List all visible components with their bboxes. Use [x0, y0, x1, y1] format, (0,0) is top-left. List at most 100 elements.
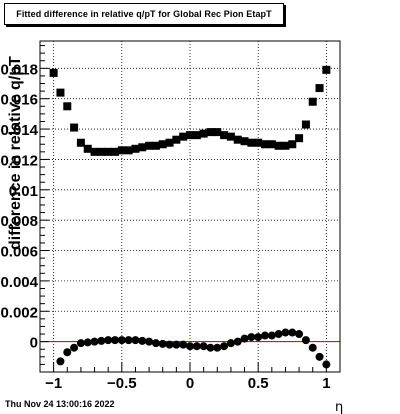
grid-lines — [40, 41, 340, 372]
square-marker — [158, 140, 167, 149]
y-tick-label: 0.01 — [9, 183, 38, 200]
square-marker — [76, 138, 85, 147]
x-tick-label: −1 — [45, 375, 62, 392]
square-marker — [56, 88, 65, 97]
circle-marker — [70, 343, 79, 352]
y-tick-label: 0.002 — [0, 304, 38, 321]
circle-marker — [186, 342, 194, 351]
circle-marker — [97, 336, 106, 345]
circle-marker — [308, 343, 317, 352]
square-marker — [295, 134, 304, 143]
square-marker — [90, 147, 99, 156]
square-marker — [301, 120, 310, 129]
y-tick-label: 0.014 — [0, 122, 38, 139]
square-marker — [83, 144, 92, 153]
circle-marker — [104, 336, 113, 345]
square-marker — [111, 147, 119, 156]
y-tick-label: 0 — [30, 335, 38, 352]
circle-marker — [240, 334, 249, 343]
circle-marker — [254, 333, 263, 342]
circle-marker — [315, 352, 324, 361]
square-marker — [281, 141, 290, 150]
square-marker — [220, 131, 229, 140]
circle-marker — [206, 343, 215, 352]
circle-marker — [90, 337, 99, 346]
square-marker — [213, 128, 222, 137]
x-axis-label: η — [335, 400, 343, 414]
circle-marker — [220, 342, 229, 351]
circle-marker — [261, 331, 269, 340]
y-tick-labels: 0 0.002 0.004 0.006 0.008 0.01 0.012 0.014 0.016… — [0, 61, 38, 351]
square-marker — [240, 137, 249, 146]
circle-marker — [281, 328, 290, 337]
y-tick-label: 0.018 — [0, 61, 38, 78]
circle-marker — [158, 339, 167, 348]
square-marker — [254, 138, 263, 147]
x-tick-label: 1 — [322, 375, 330, 392]
y-tick-label: 0.008 — [0, 213, 38, 230]
circle-marker — [288, 328, 297, 337]
circle-marker — [295, 330, 304, 339]
circle-marker — [233, 337, 242, 346]
axis-ticks — [39, 45, 341, 373]
square-marker — [165, 138, 174, 147]
y-tick-label: 0.004 — [0, 274, 38, 291]
square-marker — [274, 141, 283, 150]
circle-marker — [226, 339, 235, 348]
square-marker — [104, 147, 113, 156]
x-tick-labels: −1 −0.5 0 0.5 1 — [45, 375, 330, 392]
circle-marker — [151, 339, 160, 348]
circle-marker — [267, 331, 276, 340]
y-tick-label: 0.016 — [0, 92, 38, 109]
square-marker — [261, 140, 269, 149]
square-marker — [117, 146, 126, 155]
circle-marker — [83, 338, 92, 347]
y-axis-label: difference in relative q/pT — [7, 56, 24, 250]
square-marker — [288, 140, 297, 149]
square-marker — [124, 146, 133, 155]
square-marker — [138, 143, 147, 152]
square-marker — [97, 147, 106, 156]
y-tick-label: 0.012 — [0, 152, 38, 169]
circle-marker — [199, 342, 208, 351]
square-marker — [63, 102, 72, 111]
x-tick-label: 0 — [186, 375, 194, 392]
square-marker — [315, 84, 324, 93]
circle-marker — [138, 336, 147, 345]
square-marker — [206, 128, 215, 137]
circle-marker — [172, 340, 181, 349]
circle-marker — [56, 357, 65, 366]
title-box: Fitted difference in relative q/pT for G… — [4, 3, 284, 25]
square-marker — [322, 65, 331, 74]
circle-marker — [76, 339, 85, 348]
square-marker — [186, 131, 194, 140]
square-marker — [179, 132, 188, 141]
chart-title: Fitted difference in relative q/pT for G… — [16, 9, 272, 19]
circle-marker — [247, 333, 256, 342]
data-points — [49, 65, 331, 369]
circle-marker — [301, 336, 310, 345]
square-marker — [49, 68, 58, 77]
square-marker — [192, 131, 201, 140]
circle-marker — [192, 342, 201, 351]
circle-marker — [111, 336, 119, 345]
circle-marker — [274, 330, 283, 339]
circle-marker — [179, 340, 188, 349]
x-tick-label: −0.5 — [107, 375, 137, 392]
circle-marker — [131, 336, 140, 345]
square-marker — [70, 123, 79, 132]
square-marker — [131, 144, 140, 153]
square-marker — [267, 140, 276, 149]
timestamp: Thu Nov 24 13:00:16 2022 — [5, 399, 115, 409]
circle-marker — [145, 337, 154, 346]
square-marker — [199, 129, 208, 138]
circle-marker — [63, 348, 72, 357]
circle-marker — [165, 340, 174, 349]
square-marker — [247, 138, 256, 147]
circle-marker — [124, 336, 133, 345]
square-marker — [226, 132, 235, 141]
circle-marker — [117, 336, 126, 345]
square-marker — [172, 135, 181, 144]
square-marker — [145, 141, 154, 150]
